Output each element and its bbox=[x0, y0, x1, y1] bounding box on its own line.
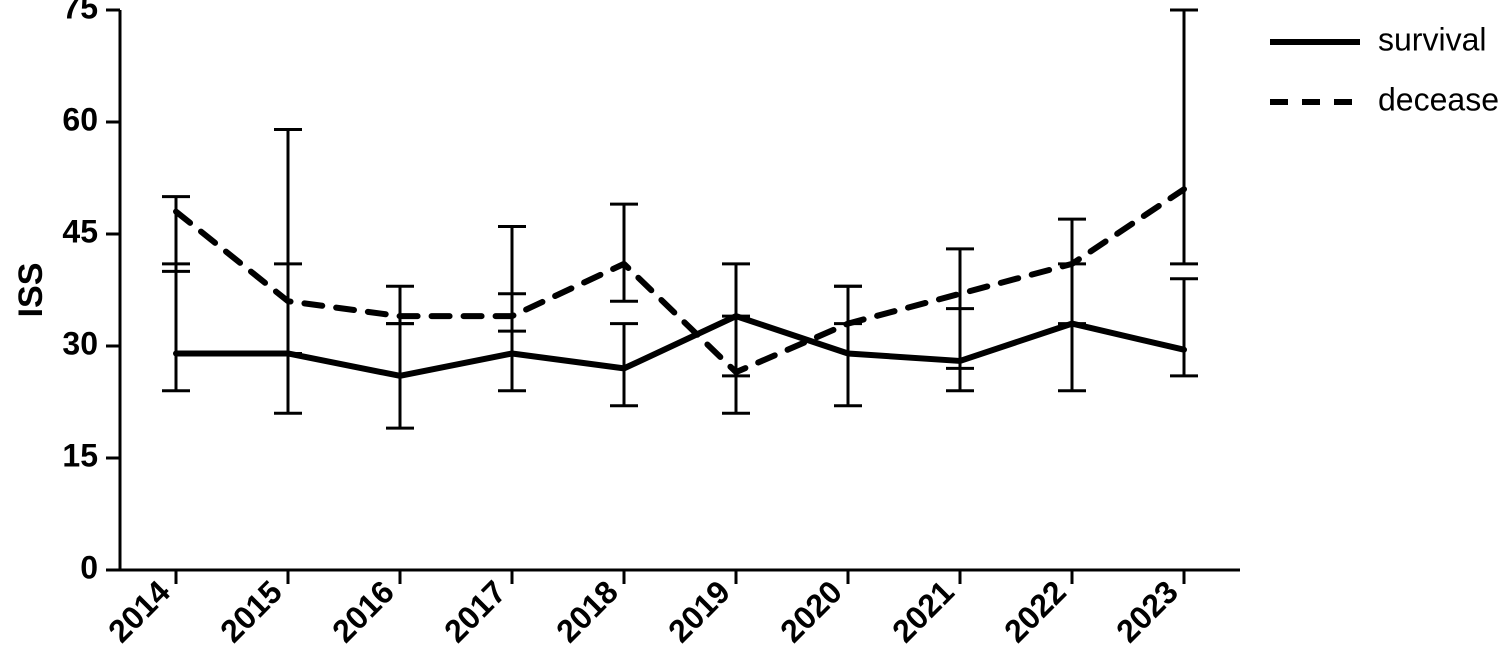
y-tick-label: 15 bbox=[62, 437, 98, 473]
y-tick-label: 0 bbox=[80, 549, 98, 585]
legend-label-deceased: deceased bbox=[1378, 81, 1499, 117]
y-tick-label: 30 bbox=[62, 325, 98, 361]
x-tick-label: 2022 bbox=[997, 573, 1073, 649]
x-tick-label: 2020 bbox=[773, 573, 849, 649]
x-tick-label: 2018 bbox=[549, 573, 625, 649]
x-tick-label: 2019 bbox=[661, 573, 737, 649]
y-tick-label: 60 bbox=[62, 101, 98, 137]
y-tick-label: 45 bbox=[62, 213, 98, 249]
series-line-survival bbox=[176, 316, 1184, 376]
chart-container: 0 15 30 45 60 75 ISS 2014 2015 2016 2017 2018 2019 20… bbox=[0, 0, 1499, 665]
x-tick-label: 2021 bbox=[885, 573, 961, 649]
x-tick-label: 2014 bbox=[101, 573, 177, 649]
y-tick-label: 75 bbox=[62, 0, 98, 25]
x-tick-label: 2023 bbox=[1109, 573, 1185, 649]
iss-line-chart: 0 15 30 45 60 75 ISS 2014 2015 2016 2017 2018 2019 20… bbox=[0, 0, 1499, 665]
x-tick-label: 2017 bbox=[437, 573, 513, 649]
legend-label-survival: survival bbox=[1378, 21, 1486, 57]
x-tick-label: 2015 bbox=[213, 573, 289, 649]
x-tick-label: 2016 bbox=[325, 573, 401, 649]
y-axis-label: ISS bbox=[12, 263, 50, 318]
